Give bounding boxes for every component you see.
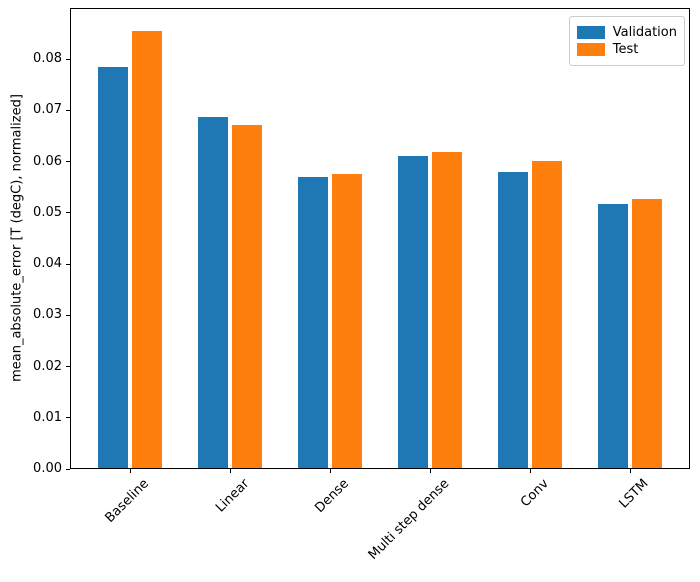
legend: Validation Test [568, 16, 685, 66]
y-tick-mark [66, 109, 70, 111]
bar-test [432, 152, 462, 469]
x-tick-label: Linear [212, 476, 252, 516]
bar-test [632, 198, 662, 469]
x-tick-label: Multi step dense [365, 476, 452, 563]
bar-test [332, 173, 362, 469]
bar-test [132, 31, 162, 469]
y-tick-mark [66, 263, 70, 265]
x-tick-label: LSTM [616, 476, 652, 512]
bar-validation [398, 156, 428, 469]
legend-label: Validation [612, 25, 677, 40]
x-tick-mark [429, 469, 431, 473]
bar-validation [98, 66, 128, 469]
bar-validation [198, 117, 228, 469]
x-tick-mark [329, 469, 331, 473]
y-tick-mark [66, 314, 70, 316]
y-tick-label: 0.00 [33, 461, 62, 476]
legend-swatch-validation [576, 26, 605, 39]
bar-validation [598, 204, 628, 469]
y-tick-mark [66, 468, 70, 470]
y-tick-label: 0.05 [33, 204, 62, 220]
y-tick-label: 0.03 [33, 307, 62, 323]
bar-test [532, 161, 562, 469]
legend-entry: Test [576, 42, 677, 57]
y-tick-label: 0.08 [33, 51, 62, 67]
y-tick-label: 0.02 [33, 358, 62, 374]
y-tick-label: 0.06 [33, 153, 62, 169]
y-tick-mark [66, 161, 70, 163]
x-tick-label: Baseline [102, 476, 152, 526]
x-tick-mark [629, 469, 631, 473]
x-tick-mark [229, 469, 231, 473]
legend-entry: Validation [576, 25, 677, 40]
bar-test [232, 125, 262, 469]
y-tick-label: 0.07 [33, 102, 62, 118]
y-tick-mark [66, 366, 70, 368]
x-tick-mark [529, 469, 531, 473]
x-tick-label: Conv [517, 476, 552, 511]
y-tick-mark [66, 212, 70, 214]
y-tick-mark [66, 58, 70, 60]
y-tick-mark [66, 417, 70, 419]
bar-validation [298, 176, 328, 469]
x-tick-mark [129, 469, 131, 473]
y-tick-label: 0.04 [33, 256, 62, 272]
plot-area [70, 8, 690, 469]
y-tick-label: 0.01 [33, 409, 62, 425]
legend-swatch-test [576, 43, 605, 56]
x-tick-label: Dense [312, 476, 352, 516]
bar-validation [498, 171, 528, 469]
y-axis-label: mean_absolute_error [T (degC), normalize… [9, 94, 25, 382]
legend-label: Test [612, 42, 639, 57]
